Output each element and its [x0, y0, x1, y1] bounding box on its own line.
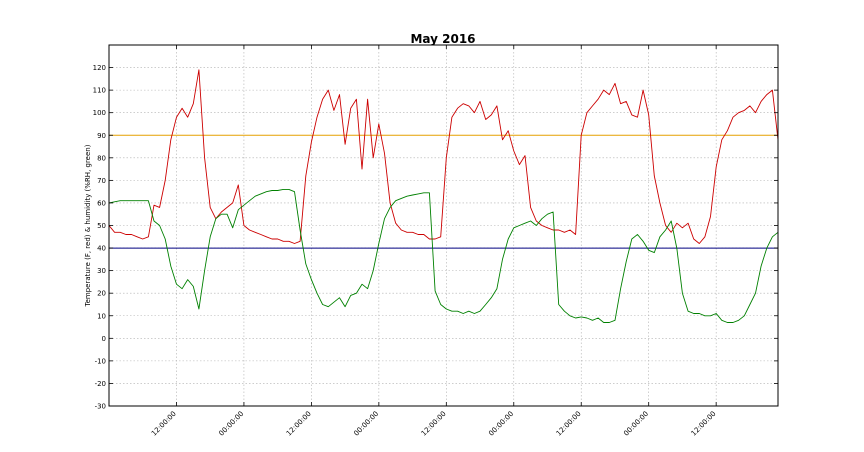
grid-lines	[109, 45, 778, 407]
y-tick-label: 70	[97, 177, 106, 185]
x-tick-label: 12:00:00	[555, 410, 583, 438]
series-line	[108, 69, 779, 244]
y-tick-label: 10	[97, 312, 106, 320]
y-tick-label: 30	[97, 267, 106, 275]
x-tick-label: 00:00:00	[622, 410, 650, 438]
y-tick-label: -10	[95, 357, 106, 365]
x-tick-label: 12:00:00	[420, 410, 448, 438]
y-axis-label: Temperature (F, red) & humidity (%RH, gr…	[84, 144, 92, 307]
series-line	[108, 188, 779, 323]
y-tick-label: 0	[102, 335, 106, 343]
x-tick-label: 12:00:00	[150, 410, 178, 438]
series-lines	[108, 69, 779, 323]
y-tick-label: 80	[97, 154, 106, 162]
y-axis-ticks: -30 -20 -10 0 10 20 30 40 50 60 70 80 90 100 110 120	[93, 64, 778, 411]
y-tick-label: -20	[95, 380, 106, 388]
y-tick-label: 120	[93, 64, 106, 72]
x-tick-label: 00:00:00	[487, 410, 515, 438]
reference-lines	[109, 134, 778, 249]
y-tick-label: 40	[97, 245, 106, 253]
y-tick-label: 50	[97, 222, 106, 230]
y-tick-label: 20	[97, 290, 106, 298]
chart-title: May 2016	[410, 32, 475, 46]
y-tick-label: 110	[93, 87, 106, 95]
y-tick-label: -30	[95, 403, 106, 411]
y-tick-label: 90	[97, 132, 106, 140]
plot-area	[108, 44, 779, 407]
y-tick-label: 100	[93, 109, 106, 117]
x-tick-label: 00:00:00	[217, 410, 245, 438]
x-axis-ticks: 12:00:00 00:00:00 12:00:00 00:00:00 12:00:00…	[150, 45, 718, 438]
x-tick-label: 00:00:00	[352, 410, 380, 438]
x-tick-label: 12:00:00	[690, 410, 718, 438]
y-tick-label: 60	[97, 199, 106, 207]
x-tick-label: 12:00:00	[285, 410, 313, 438]
